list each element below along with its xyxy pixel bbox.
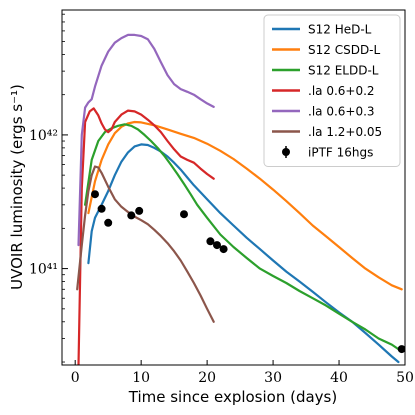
x-tick-label: 30 bbox=[264, 370, 282, 386]
legend-item: .la 1.2+0.05 bbox=[272, 125, 382, 139]
legend-label: S12 CSDD-L bbox=[308, 43, 381, 57]
series-line-s12-hed-l bbox=[87, 143, 400, 364]
series-line-la-0-6-0-3 bbox=[77, 33, 215, 247]
data-point bbox=[97, 204, 106, 213]
series-line-s12-eldd-l bbox=[84, 123, 403, 353]
data-point bbox=[206, 237, 215, 246]
series-line-la-0-6-0-2 bbox=[77, 107, 215, 365]
series-layer bbox=[76, 33, 405, 365]
y-tick-label: 10⁴² bbox=[29, 128, 58, 144]
x-tick-label: 0 bbox=[71, 370, 80, 386]
legend-item: S12 HeD-L bbox=[272, 23, 372, 37]
series-line-s12-csdd-l bbox=[87, 120, 403, 291]
legend-label: S12 ELDD-L bbox=[308, 64, 379, 78]
y-axis-ticks: 10⁴¹ 10⁴² bbox=[29, 13, 68, 363]
data-point bbox=[397, 345, 405, 354]
legend-label: .la 0.6+0.3 bbox=[308, 105, 375, 119]
data-point bbox=[180, 210, 188, 219]
legend-box bbox=[263, 14, 401, 167]
data-point bbox=[91, 190, 99, 199]
legend-label: S12 HeD-L bbox=[308, 23, 372, 37]
x-axis-label: Time since explosion (days) bbox=[128, 388, 337, 406]
x-tick-label: 20 bbox=[198, 370, 216, 386]
legend-item: S12 CSDD-L bbox=[272, 43, 381, 57]
data-point bbox=[213, 241, 221, 250]
data-point bbox=[127, 211, 136, 220]
legend-item: iPTF 16hgs bbox=[282, 146, 373, 160]
x-tick-label: 50 bbox=[396, 370, 414, 386]
x-tick-label: 40 bbox=[330, 370, 348, 386]
x-axis-ticks: 0 10 20 30 40 50 bbox=[71, 360, 414, 386]
x-tick-label: 10 bbox=[132, 370, 150, 386]
legend-label: .la 0.6+0.2 bbox=[308, 84, 375, 98]
legend-item: .la 0.6+0.3 bbox=[272, 105, 375, 119]
legend-label: .la 1.2+0.05 bbox=[308, 125, 382, 139]
y-tick-label: 10⁴¹ bbox=[29, 262, 58, 278]
y-axis-label: UVOIR luminosity (ergs s⁻¹) bbox=[8, 84, 26, 290]
data-point bbox=[219, 245, 228, 254]
legend: S12 HeD-L S12 CSDD-L S12 ELDD-L .la 0.6+0.2… bbox=[263, 14, 401, 167]
legend-label: iPTF 16hgs bbox=[308, 146, 373, 160]
data-point bbox=[104, 218, 113, 227]
plot-frame bbox=[61, 9, 406, 366]
legend-item: S12 ELDD-L bbox=[272, 64, 379, 78]
series-iptf-16hgs bbox=[91, 190, 405, 354]
legend-item: .la 0.6+0.2 bbox=[272, 84, 375, 98]
data-point bbox=[135, 206, 144, 215]
